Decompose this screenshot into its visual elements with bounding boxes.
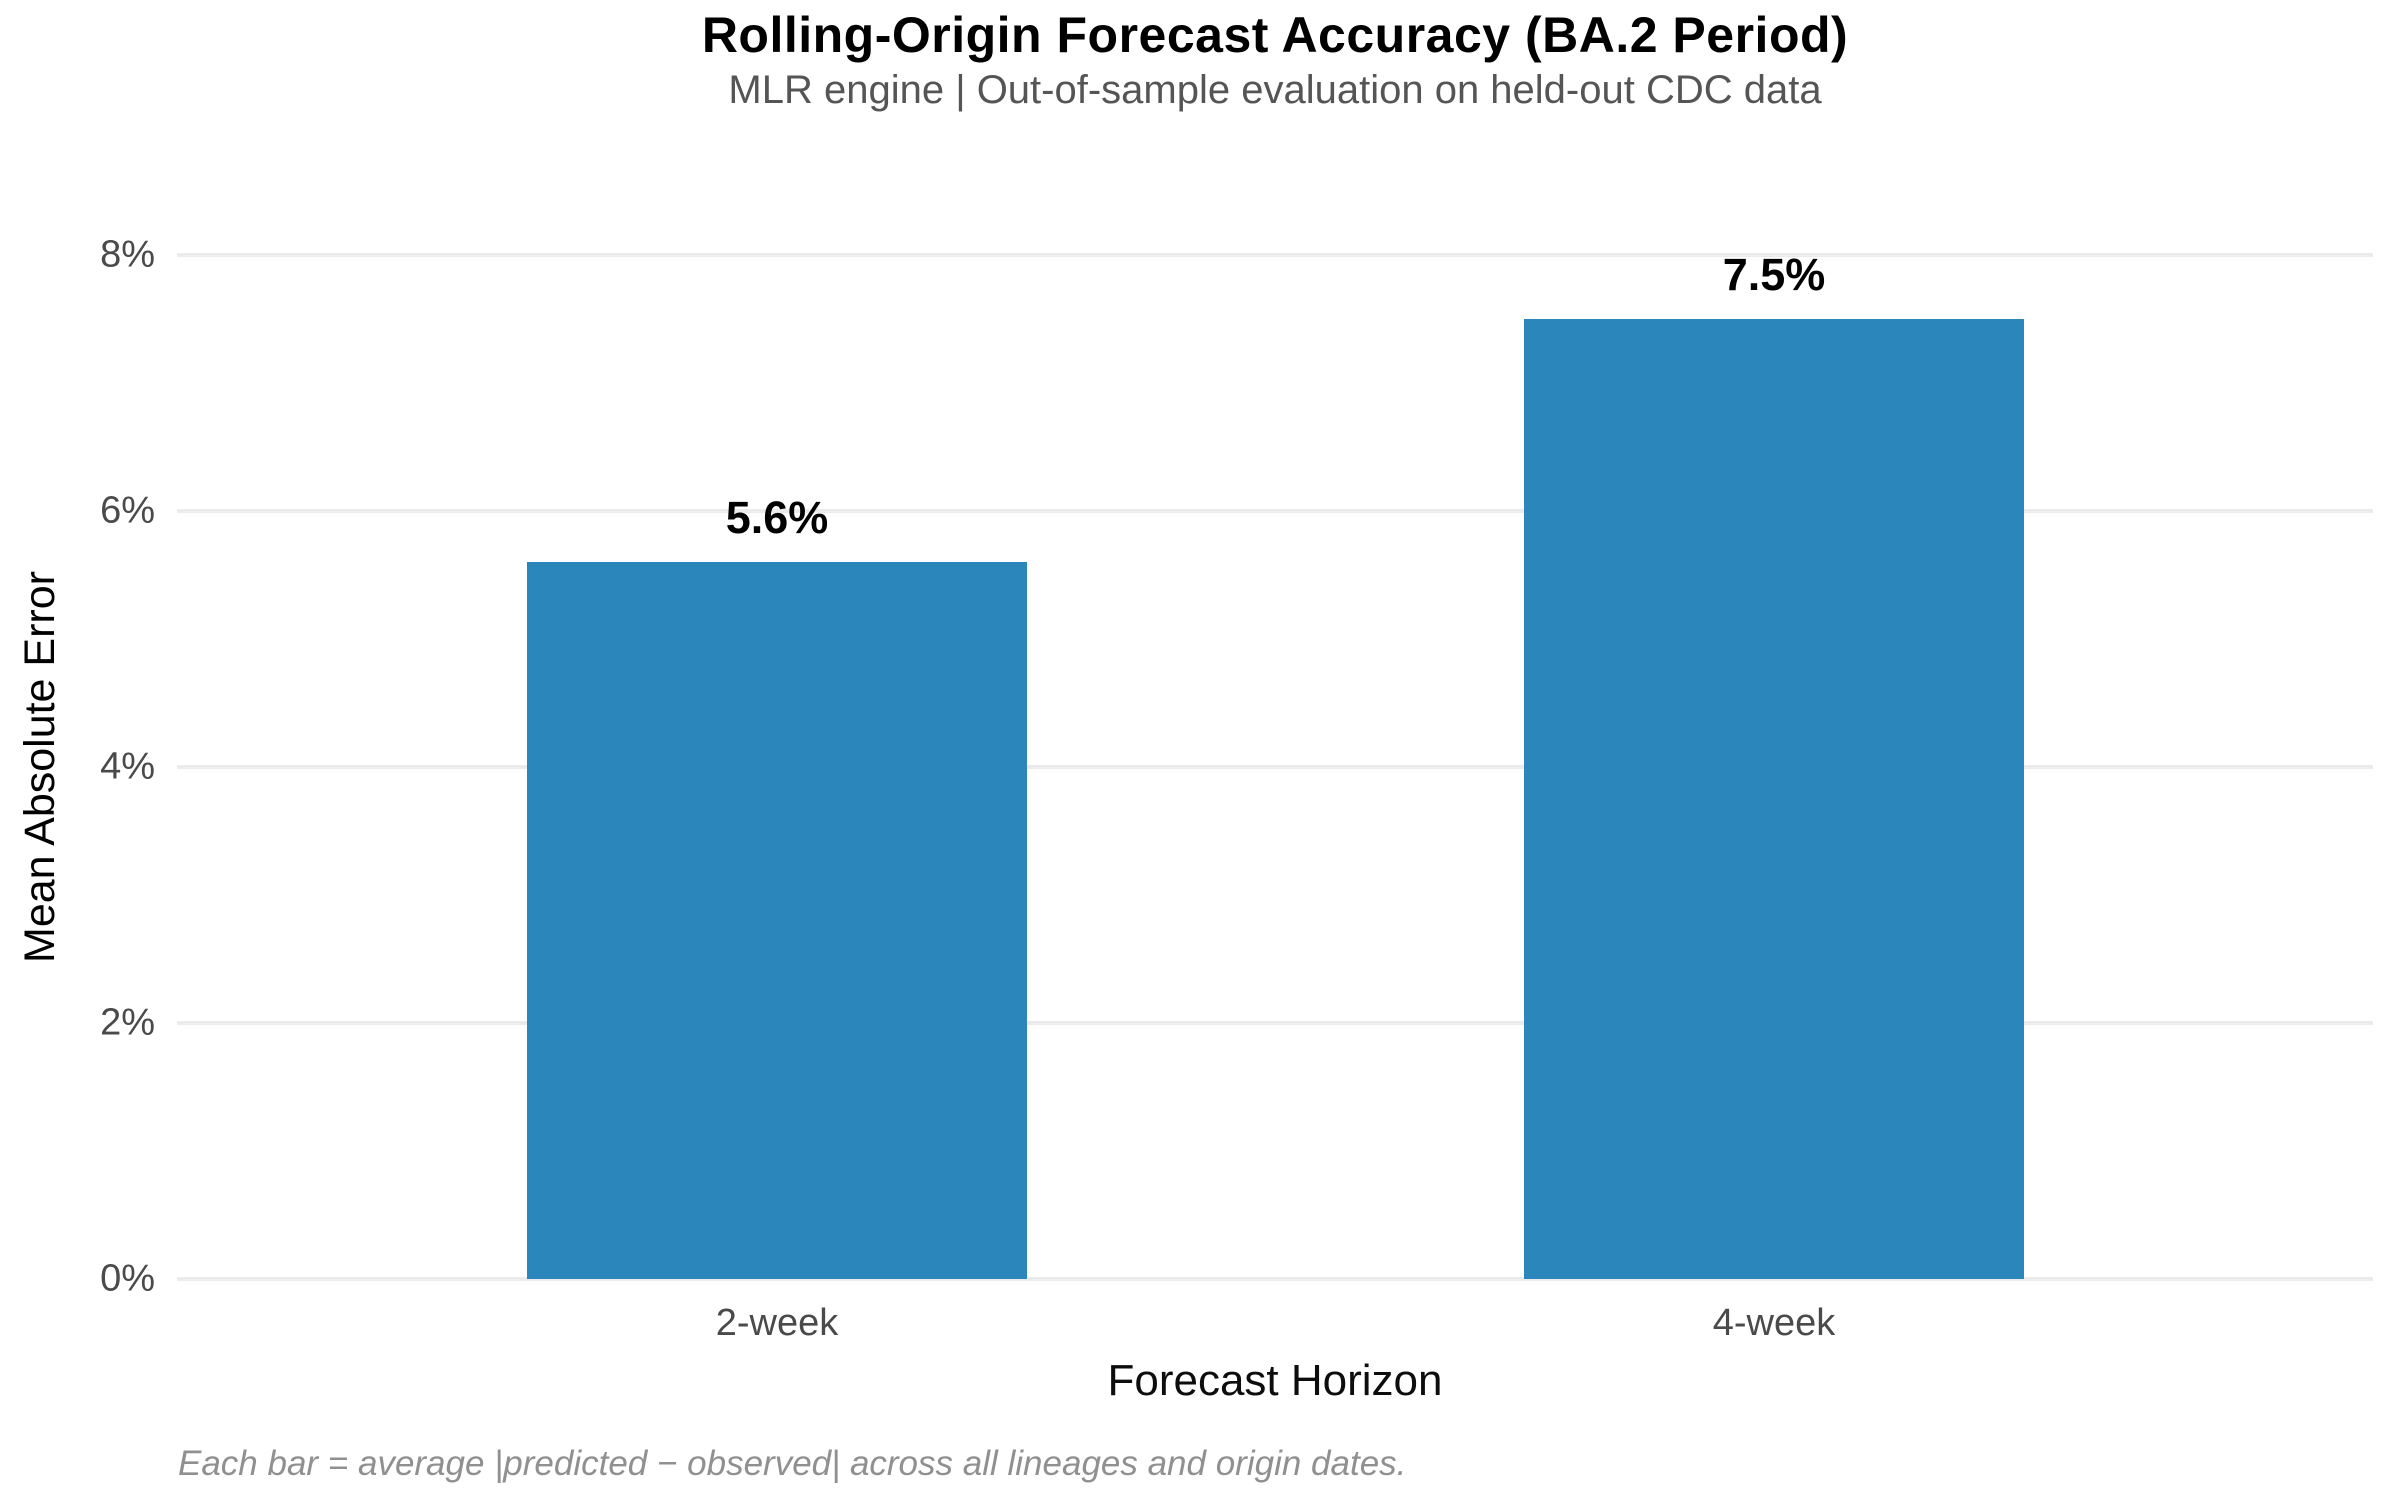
bar-4-week [1524,319,2024,1279]
y-tick-label: 2% [100,1001,155,1044]
x-tick-label: 4-week [1712,1302,1836,1344]
y-tick-label: 8% [100,233,155,276]
footnote: Each bar = average |predicted − observed… [178,1444,1407,1483]
y-tick-label: 0% [100,1257,155,1300]
plot-area: 5.6% 7.5% [177,249,2373,1281]
gridline [177,509,2373,513]
x-tick-label: 2-week [715,1302,839,1344]
chart-subtitle: MLR engine | Out-of-sample evaluation on… [728,68,1822,112]
bar-value-label: 5.6% [725,492,829,544]
x-axis-ticks: 2-week 4-week [177,1302,2373,1352]
chart-title: Rolling-Origin Forecast Accuracy (BA.2 P… [701,7,1849,63]
x-axis-label: Forecast Horizon [1107,1356,1443,1405]
gridline [177,253,2373,257]
bar-2-week [527,562,1027,1279]
gridline [177,1021,2373,1025]
bar-value-label: 7.5% [1722,249,1826,300]
y-axis-ticks: 0% 2% 4% 6% 8% [0,234,155,1300]
gridline [177,765,2373,769]
gridline [177,1277,2373,1281]
y-tick-label: 6% [100,489,155,532]
y-tick-label: 4% [100,745,155,788]
